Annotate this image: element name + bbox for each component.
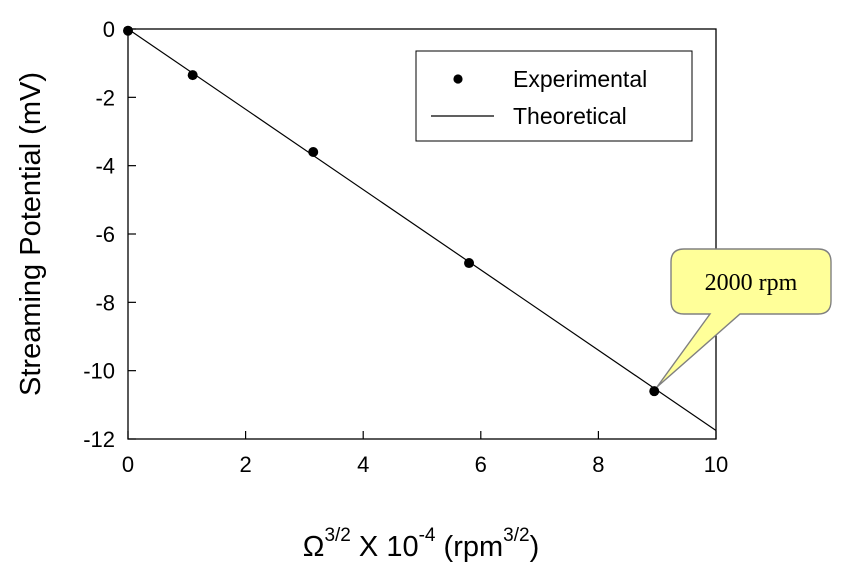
legend-experimental-marker xyxy=(453,74,463,84)
experimental-point xyxy=(464,258,475,269)
experimental-point xyxy=(649,386,660,397)
y-tick-label: -10 xyxy=(83,359,115,384)
y-tick-label: -12 xyxy=(83,427,115,452)
legend-box xyxy=(415,50,693,142)
series-layer xyxy=(123,25,717,431)
callout-bubble xyxy=(656,248,832,388)
x-tick-label: 4 xyxy=(357,452,369,477)
x-tick-label: 10 xyxy=(704,452,728,477)
x-tick-label: 0 xyxy=(122,452,134,477)
y-axis-title: Streaming Potential (mV) xyxy=(15,72,47,396)
y-tick-label: 0 xyxy=(103,17,115,42)
x-axis-title-mid: X 10 xyxy=(351,531,419,563)
experimental-point xyxy=(308,147,319,157)
x-tick-label: 2 xyxy=(239,452,251,477)
y-tick-label: -4 xyxy=(95,154,115,179)
y-tick-label: -2 xyxy=(95,85,115,110)
x-axis-title-unit-close: ) xyxy=(530,531,540,563)
callout-annotation: 2000 rpm xyxy=(656,248,832,388)
theoretical-line xyxy=(127,28,717,431)
x-axis-title-omega: Ω xyxy=(303,531,325,563)
x-tick-label: 8 xyxy=(592,452,604,477)
x-axis-title: Ω3/2 X 10-4 (rpm3/2) xyxy=(303,525,540,563)
x-axis-title-unit-open: (rpm xyxy=(435,531,503,563)
x-tick-label: 6 xyxy=(475,452,487,477)
experimental-point xyxy=(187,70,198,81)
experimental-point xyxy=(123,25,133,36)
callout-label: 2000 rpm xyxy=(705,270,798,296)
y-tick-label: -6 xyxy=(95,222,115,247)
x-axis-title-exp3: 3/2 xyxy=(503,525,529,546)
legend-theoretical-label: Theoretical xyxy=(513,103,627,129)
x-axis-title-exp2: -4 xyxy=(419,525,436,546)
y-tick-label: -8 xyxy=(95,290,115,315)
legend: Experimental Theoretical xyxy=(415,50,693,142)
legend-experimental-label: Experimental xyxy=(513,66,647,92)
axis-ticks xyxy=(127,28,717,440)
axis-tick-labels: 0 2 4 6 8 10 0 -2 -4 -6 -8 -10 -12 xyxy=(83,17,728,477)
x-axis-title-exp1: 3/2 xyxy=(324,525,350,546)
